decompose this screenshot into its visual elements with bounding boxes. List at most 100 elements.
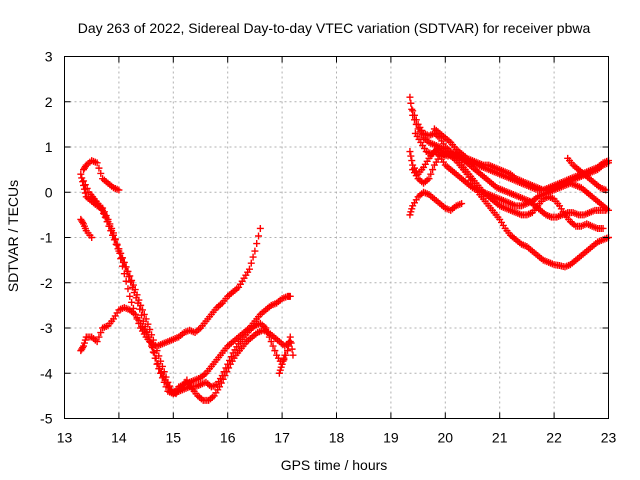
- data-point: [167, 386, 175, 394]
- data-point: [125, 273, 133, 281]
- data-point: [224, 360, 232, 368]
- data-point: [222, 364, 230, 372]
- data-point: [95, 333, 103, 341]
- x-tick-label: 20: [438, 430, 454, 446]
- data-point: [409, 107, 417, 115]
- data-point: [95, 164, 103, 172]
- data-point: [119, 254, 127, 262]
- data-point: [287, 339, 295, 347]
- y-tick-label: -1: [40, 230, 53, 246]
- gridlines: [64, 56, 609, 419]
- data-point: [111, 236, 119, 244]
- x-tick-label: 21: [492, 430, 508, 446]
- data-point: [407, 152, 415, 160]
- data-point: [153, 347, 161, 355]
- data-point: [142, 329, 150, 337]
- data-point: [93, 159, 101, 167]
- data-point: [97, 329, 105, 337]
- data-point: [164, 378, 172, 386]
- chart-title: Day 263 of 2022, Sidereal Day-to-day VTE…: [78, 20, 591, 36]
- x-axis-label: GPS time / hours: [281, 457, 388, 473]
- data-point: [142, 315, 150, 323]
- data-point: [104, 218, 112, 226]
- data-point: [138, 306, 146, 314]
- data-point: [245, 265, 253, 273]
- data-point: [425, 175, 433, 183]
- data-point: [458, 200, 466, 208]
- data-point: [155, 352, 163, 360]
- series: [80, 177, 294, 404]
- data-point: [265, 333, 273, 341]
- data-point: [135, 296, 143, 304]
- data-point: [286, 333, 294, 341]
- data-point: [97, 169, 105, 177]
- data-point: [410, 111, 418, 119]
- data-point: [102, 214, 110, 222]
- data-point: [88, 234, 96, 241]
- data-point: [93, 338, 101, 346]
- data-point: [131, 286, 139, 294]
- data-point: [106, 222, 114, 230]
- y-tick-label: 2: [45, 94, 53, 110]
- data-point: [126, 272, 134, 280]
- data-point: [251, 247, 259, 255]
- data-point: [124, 285, 132, 293]
- data-point: [412, 116, 420, 124]
- data-point: [157, 357, 165, 365]
- data-point: [253, 240, 261, 248]
- data-point: [146, 338, 154, 346]
- data-point: [269, 342, 277, 350]
- series: [80, 157, 123, 194]
- y-tick-label: -3: [40, 320, 53, 336]
- data-point: [120, 258, 128, 266]
- data-point: [115, 186, 123, 194]
- data-point: [113, 240, 121, 248]
- data-point: [151, 341, 159, 349]
- data-points: [77, 93, 612, 404]
- x-tick-label: 13: [57, 430, 73, 446]
- data-point: [284, 347, 292, 355]
- data-point: [153, 360, 161, 368]
- data-point: [133, 291, 141, 299]
- data-point: [288, 345, 296, 353]
- data-point: [80, 177, 88, 185]
- series: [88, 193, 297, 398]
- data-point: [160, 368, 168, 376]
- x-tick-label: 14: [111, 430, 127, 446]
- y-tick-label: 1: [45, 139, 53, 155]
- data-point: [79, 218, 87, 226]
- data-point: [149, 348, 157, 356]
- x-tick-label: 16: [220, 430, 236, 446]
- data-point: [81, 181, 89, 189]
- data-point: [286, 292, 294, 300]
- data-point: [166, 382, 174, 390]
- data-point: [137, 301, 145, 309]
- y-axis-label: SDTVAR / TECUs: [5, 180, 21, 292]
- series: [406, 93, 612, 271]
- data-point: [146, 326, 154, 334]
- series: [406, 148, 612, 214]
- data-point: [83, 184, 91, 192]
- data-point: [262, 324, 270, 332]
- data-point: [124, 267, 132, 275]
- x-tick-label: 15: [166, 430, 182, 446]
- data-point: [81, 189, 89, 197]
- series: [275, 351, 289, 377]
- data-point: [98, 206, 106, 214]
- data-point: [227, 353, 235, 361]
- x-tick-label: 17: [274, 430, 290, 446]
- y-tick-label: -2: [40, 275, 53, 291]
- data-point: [149, 336, 157, 344]
- y-tick-label: -4: [40, 365, 53, 381]
- series: [564, 154, 610, 194]
- series: [77, 170, 264, 350]
- data-point: [220, 368, 228, 376]
- data-point: [289, 351, 297, 359]
- x-tick-label: 22: [546, 430, 562, 446]
- x-tick-label: 23: [601, 430, 617, 446]
- x-tick-label: 19: [383, 430, 399, 446]
- data-point: [247, 259, 255, 267]
- series: [406, 188, 466, 219]
